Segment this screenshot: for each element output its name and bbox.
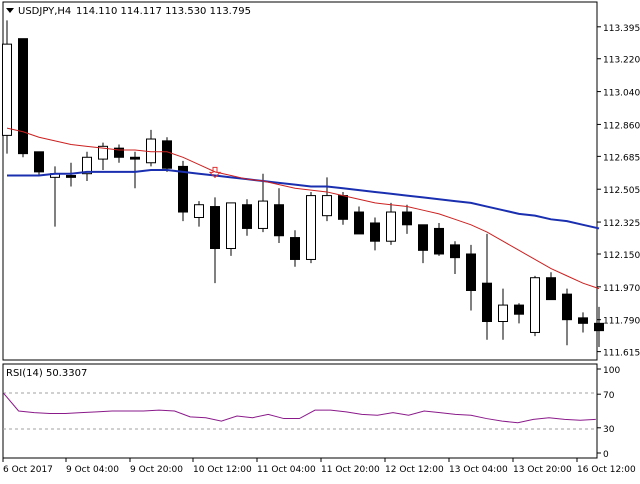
signal-layer: [208, 166, 222, 179]
bear-candle: [66, 175, 76, 178]
bull-candle: [530, 277, 540, 333]
bear-candle: [290, 237, 300, 260]
time-tick-label: 11 Oct 20:00: [321, 465, 380, 475]
price-tick-label: 113.220: [603, 56, 640, 66]
rsi-axis[interactable]: 100 70 30 0: [597, 366, 620, 460]
rsi-tick-label: 70: [603, 391, 615, 401]
bear-candle: [274, 204, 284, 237]
price-tick-label: 112.325: [603, 219, 640, 229]
bull-candle: [98, 145, 108, 160]
candles-layer: [2, 20, 604, 348]
bull-candle: [498, 304, 508, 323]
rsi-pane[interactable]: [2, 363, 598, 459]
bear-candle: [514, 304, 524, 315]
symbol-label: USDJPY,H4: [18, 6, 71, 17]
bull-candle: [258, 200, 268, 229]
rsi-tick-label: 30: [603, 425, 615, 435]
bear-candle: [562, 293, 572, 321]
bear-candle: [546, 277, 556, 301]
rsi-line: [2, 392, 596, 424]
bull-candle: [146, 138, 156, 164]
bear-candle: [18, 38, 28, 155]
price-tick-label: 112.860: [603, 121, 640, 131]
bear-candle: [162, 140, 172, 169]
bull-candle: [306, 195, 316, 260]
time-tick-label: 13 Oct 04:00: [449, 465, 508, 475]
bear-candle: [130, 156, 140, 160]
bear-candle: [242, 204, 252, 229]
price-tick-label: 112.150: [603, 251, 640, 261]
price-axis[interactable]: 113.395 113.220 113.040 112.860 112.685 112.5…: [597, 24, 640, 359]
sell-signal-arrow-icon: [208, 166, 222, 179]
price-tick-label: 113.040: [603, 89, 640, 99]
bear-candle: [34, 151, 44, 173]
ohlc-values: 114.110 114.117 113.530 113.795: [76, 6, 251, 17]
rsi-line-layer: [2, 392, 596, 424]
ma-slow-line: [7, 169, 600, 230]
bear-candle: [338, 195, 348, 220]
bear-candle: [418, 224, 428, 251]
bear-candle: [114, 147, 124, 158]
time-tick-label: 16 Oct 12:00: [577, 465, 636, 475]
price-tick-label: 111.615: [603, 349, 640, 359]
bull-candle: [386, 211, 396, 242]
bull-candle: [226, 202, 236, 250]
time-tick-label: 11 Oct 04:00: [257, 465, 316, 475]
rsi-label: RSI(14) 50.3307: [6, 368, 87, 379]
bear-candle: [354, 211, 364, 235]
bull-candle: [82, 156, 92, 175]
bear-candle: [370, 222, 380, 242]
bear-candle: [594, 322, 604, 332]
time-tick-label: 6 Oct 2017: [3, 465, 53, 475]
ma-fast-line: [6, 127, 600, 290]
rsi-tick-label: 100: [603, 366, 620, 376]
bear-candle: [402, 211, 412, 226]
bear-candle: [482, 282, 492, 323]
bull-candle: [322, 195, 332, 217]
triangle-down-icon[interactable]: [6, 8, 14, 13]
price-tick-label: 111.790: [603, 317, 640, 327]
bear-candle: [450, 244, 460, 259]
price-tick-label: 112.505: [603, 186, 640, 196]
price-pane[interactable]: [2, 1, 598, 361]
time-tick-label: 12 Oct 12:00: [385, 465, 444, 475]
bear-candle: [178, 165, 188, 213]
time-tick-label: 13 Oct 20:00: [513, 465, 572, 475]
time-tick-label: 9 Oct 20:00: [130, 465, 183, 475]
bull-candle: [2, 43, 12, 136]
bull-candle: [194, 204, 204, 218]
time-tick-label: 9 Oct 04:00: [66, 465, 119, 475]
price-tick-label: 111.970: [603, 284, 640, 294]
rsi-tick-label: 0: [603, 450, 609, 460]
bear-candle: [434, 227, 444, 255]
price-tick-label: 112.685: [603, 153, 640, 163]
price-tick-label: 113.395: [603, 24, 640, 34]
moving-averages-layer: [6, 127, 600, 290]
bear-candle: [210, 206, 220, 250]
time-tick-label: 10 Oct 12:00: [193, 465, 252, 475]
time-axis[interactable]: 6 Oct 2017 9 Oct 04:00 9 Oct 20:00 10 Oct 1…: [2, 458, 636, 475]
bear-candle: [466, 253, 476, 291]
bear-candle: [578, 317, 588, 324]
